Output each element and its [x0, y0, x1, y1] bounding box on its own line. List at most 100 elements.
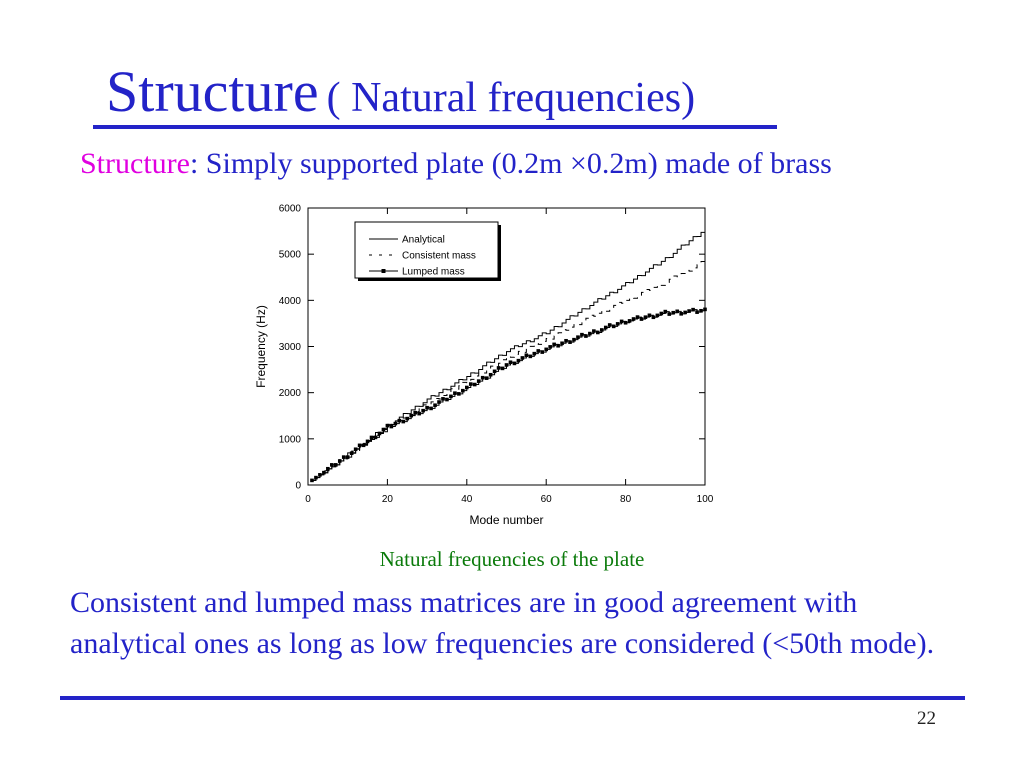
series-point-lumped-mass: [310, 478, 314, 483]
x-tick-label: 80: [620, 494, 632, 505]
series-point-lumped-mass: [639, 317, 644, 321]
series-point-lumped-mass: [409, 413, 414, 418]
series-point-lumped-mass: [326, 466, 330, 471]
series-point-lumped-mass: [353, 447, 358, 452]
series-point-lumped-mass: [476, 379, 481, 383]
y-axis-label: Frequency (Hz): [254, 305, 268, 388]
x-tick-label: 40: [461, 494, 473, 505]
series-point-lumped-mass: [389, 424, 394, 429]
series-point-lumped-mass: [544, 347, 548, 352]
series-point-lumped-mass: [655, 313, 660, 318]
series-point-lumped-mass: [520, 356, 525, 360]
legend-box: [354, 221, 499, 279]
series-point-lumped-mass: [631, 317, 636, 321]
series-point-lumped-mass: [472, 382, 477, 387]
series-point-lumped-mass: [377, 431, 382, 436]
y-tick-label: 4000: [279, 296, 302, 307]
legend-label: Lumped mass: [402, 267, 465, 278]
y-tick-label: 0: [295, 481, 301, 492]
series-point-lumped-mass: [330, 463, 334, 467]
series-point-lumped-mass: [314, 475, 318, 480]
structure-description: Structure: Simply supported plate (0.2m …: [80, 147, 832, 181]
structure-text: : Simply supported plate (0.2m ×0.2m) ma…: [189, 147, 832, 180]
series-point-lumped-mass: [345, 455, 350, 459]
series-point-lumped-mass: [373, 435, 378, 440]
series-point-lumped-mass: [393, 421, 398, 426]
series-point-lumped-mass: [480, 375, 485, 380]
series-point-lumped-mass: [603, 325, 608, 330]
series-point-lumped-mass: [556, 343, 560, 348]
legend-label: Analytical: [402, 235, 445, 246]
series-point-lumped-mass: [512, 361, 517, 366]
series-point-lumped-mass: [580, 332, 584, 337]
series-point-lumped-mass: [465, 385, 469, 390]
series-point-lumped-mass: [357, 443, 362, 448]
series-point-lumped-mass: [695, 310, 699, 314]
figure-caption: Natural frequencies of the plate: [379, 547, 645, 571]
series-point-lumped-mass: [349, 451, 354, 455]
frequency-chart: 0 20 40 60 80 1000100020003000400050006000Mod…: [254, 204, 714, 528]
series-point-lumped-mass: [397, 418, 402, 423]
series-point-lumped-mass: [516, 358, 521, 363]
series-point-lumped-mass: [627, 319, 632, 323]
x-tick-label: 0: [305, 494, 311, 505]
x-axis-label: Mode number: [469, 513, 543, 527]
series-point-lumped-mass: [675, 309, 680, 314]
series-point-lumped-mass: [449, 394, 453, 399]
series-point-lumped-mass: [687, 309, 691, 313]
bottom-rule: [60, 696, 965, 700]
series-point-lumped-mass: [619, 319, 624, 324]
slide-title-sub: ( Natural frequencies): [326, 75, 696, 121]
series-point-lumped-mass: [401, 419, 406, 424]
series-point-lumped-mass: [584, 334, 588, 338]
series-point-lumped-mass: [429, 406, 433, 411]
structure-label: Structure: [80, 147, 190, 180]
legend-marker: [381, 269, 386, 273]
series-point-lumped-mass: [385, 423, 390, 428]
series-point-lumped-mass: [576, 335, 580, 339]
series-point-lumped-mass: [457, 392, 461, 396]
series-point-lumped-mass: [663, 309, 668, 314]
y-tick-label: 6000: [279, 204, 302, 215]
y-tick-label: 5000: [279, 250, 302, 261]
series-point-lumped-mass: [683, 310, 687, 315]
series-point-lumped-mass: [560, 341, 564, 346]
series-line-consistent-mass: [311, 261, 706, 481]
series-point-lumped-mass: [588, 331, 592, 336]
series-point-lumped-mass: [599, 328, 604, 332]
series-point-lumped-mass: [691, 307, 695, 312]
series-point-lumped-mass: [679, 312, 683, 316]
x-tick-label: 100: [697, 494, 714, 505]
series-point-lumped-mass: [548, 345, 552, 349]
conclusion-text: Consistent and lumped mass matrices are …: [70, 586, 935, 660]
series-point-lumped-mass: [492, 369, 497, 374]
series-point-lumped-mass: [564, 338, 568, 343]
y-tick-label: 3000: [279, 342, 302, 353]
series-point-lumped-mass: [365, 439, 370, 444]
series-line-lumped-mass: [311, 309, 706, 481]
series-point-lumped-mass: [369, 435, 374, 440]
legend-label: Consistent mass: [402, 251, 476, 262]
series-point-lumped-mass: [635, 315, 640, 319]
series-point-lumped-mass: [322, 470, 326, 475]
series-point-lumped-mass: [504, 363, 509, 367]
chart-layer: 0 20 40 60 80 1000100020003000400050006000Mod…: [254, 204, 714, 528]
series-point-lumped-mass: [496, 366, 501, 370]
series-point-lumped-mass: [659, 311, 664, 316]
series-point-lumped-mass: [484, 376, 489, 380]
series-point-lumped-mass: [433, 403, 437, 408]
series-point-lumped-mass: [441, 397, 445, 401]
x-tick-label: 60: [541, 494, 553, 505]
series-point-lumped-mass: [572, 337, 576, 342]
series-point-lumped-mass: [532, 351, 537, 356]
series-point-lumped-mass: [445, 397, 449, 402]
series-point-lumped-mass: [647, 313, 652, 318]
series-point-lumped-mass: [623, 320, 628, 325]
series-point-lumped-mass: [540, 350, 545, 354]
series-point-lumped-mass: [425, 405, 429, 410]
series-point-lumped-mass: [596, 330, 600, 335]
slide-title-main: Structure: [106, 59, 319, 124]
y-tick-label: 2000: [279, 388, 302, 399]
series-point-lumped-mass: [699, 308, 703, 313]
series-point-lumped-mass: [568, 340, 572, 344]
